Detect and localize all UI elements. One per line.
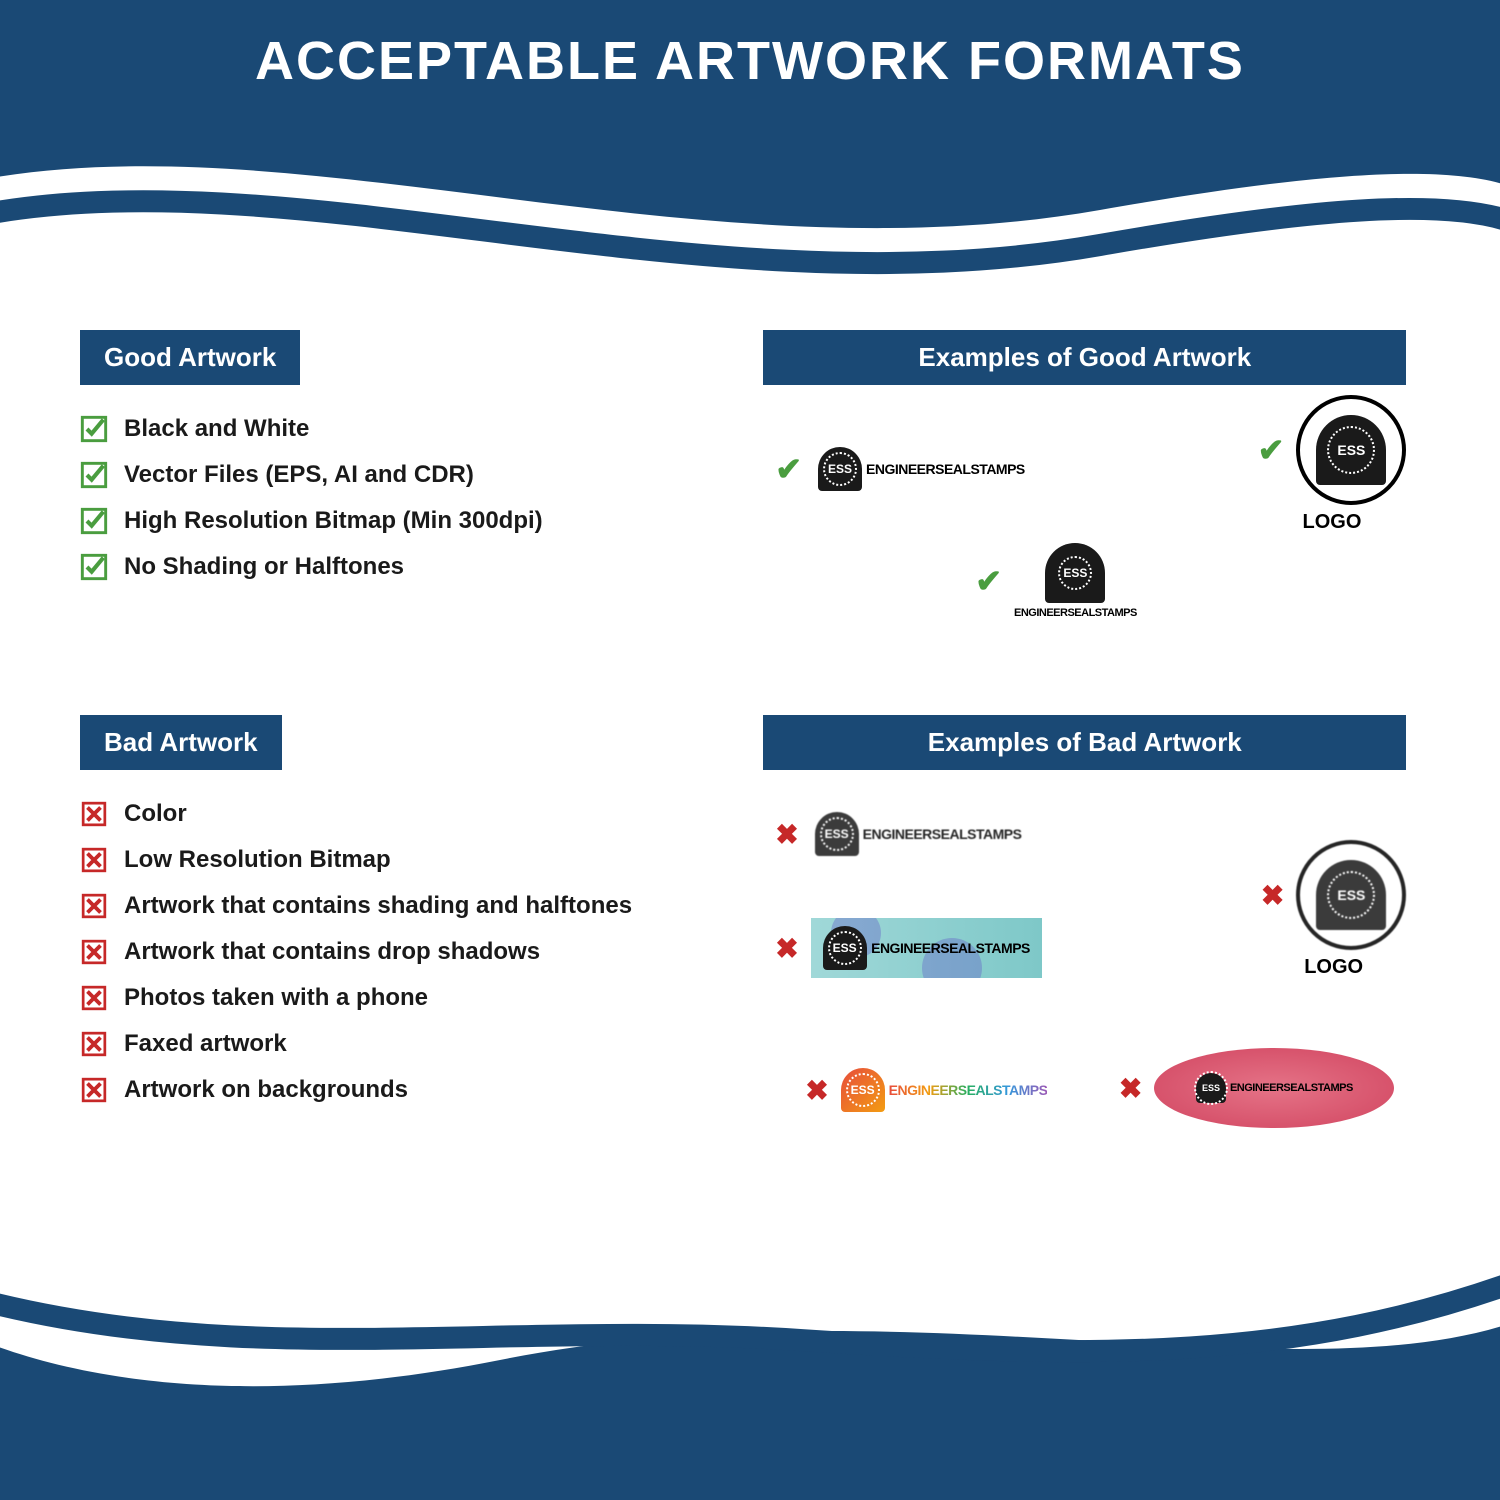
list-item: Color (80, 800, 723, 828)
logo-circle-icon: ESS (1296, 395, 1406, 505)
list-item-text: Artwork that contains shading and halfto… (124, 892, 632, 920)
good-example: ✔ ESS ENGINEERSEALSTAMPS (975, 543, 1137, 619)
x-icon (80, 1030, 108, 1058)
list-item-text: High Resolution Bitmap (Min 300dpi) (124, 507, 543, 535)
list-item: Artwork on backgrounds (80, 1076, 723, 1104)
x-icon: ✖ (775, 818, 798, 851)
logo-badge-icon: ESS (1196, 1073, 1226, 1103)
logo-badge-icon: ESS (1316, 415, 1386, 485)
x-icon (80, 984, 108, 1012)
list-item: Artwork that contains drop shadows (80, 938, 723, 966)
list-item: No Shading or Halftones (80, 553, 723, 581)
list-item-text: No Shading or Halftones (124, 553, 404, 581)
logo-text: ENGINEERSEALSTAMPS (863, 826, 1022, 842)
list-item-text: Vector Files (EPS, AI and CDR) (124, 461, 474, 489)
good-examples-header: Examples of Good Artwork (763, 330, 1406, 385)
list-item-text: Black and White (124, 415, 309, 443)
check-icon (80, 461, 108, 489)
logo-badge-icon: ESS (1045, 543, 1105, 603)
good-artwork-list: Black and White Vector Files (EPS, AI an… (80, 415, 723, 581)
check-icon: ✔ (1258, 431, 1285, 469)
check-icon (80, 415, 108, 443)
list-item: Vector Files (EPS, AI and CDR) (80, 461, 723, 489)
logo-badge-icon: ESS (841, 1068, 885, 1112)
bad-example: ✖ ESS ENGINEERSEALSTAMPS (775, 918, 1042, 978)
logo-sample-horizontal: ESS ENGINEERSEALSTAMPS (814, 443, 1029, 495)
logo-text: ENGINEERSEALSTAMPS (866, 461, 1025, 477)
x-icon (80, 846, 108, 874)
bad-example: ✖ ESS ENGINEERSEALSTAMPS (1119, 1048, 1394, 1128)
logo-badge-icon: ESS (823, 926, 867, 970)
list-item-text: Faxed artwork (124, 1030, 287, 1058)
list-item-text: Artwork that contains drop shadows (124, 938, 540, 966)
bad-examples-column: Examples of Bad Artwork ✖ ESS ENGINEERSE… (763, 715, 1406, 1180)
logo-caption: LOGO (1261, 956, 1406, 979)
x-icon: ✖ (1119, 1072, 1142, 1105)
good-artwork-header: Good Artwork (80, 330, 300, 385)
logo-text: ENGINEERSEALSTAMPS (871, 940, 1030, 956)
list-item-text: Color (124, 800, 187, 828)
logo-sample-blur: ESS ENGINEERSEALSTAMPS (811, 808, 1026, 860)
content-wrapper: Good Artwork Black and White Vector File… (80, 330, 1420, 1220)
bad-artwork-list: Color Low Resolution Bitmap Artwork that… (80, 800, 723, 1104)
bad-artwork-header: Bad Artwork (80, 715, 282, 770)
check-icon: ✔ (775, 450, 802, 488)
logo-sample-background: ESS ENGINEERSEALSTAMPS (811, 918, 1042, 978)
x-icon (80, 938, 108, 966)
x-icon (80, 800, 108, 828)
list-item: Faxed artwork (80, 1030, 723, 1058)
logo-sample-stacked: ESS ENGINEERSEALSTAMPS (1014, 543, 1137, 619)
list-item: Low Resolution Bitmap (80, 846, 723, 874)
good-examples-column: Examples of Good Artwork ✔ ESS ENGINEERS… (763, 330, 1406, 675)
logo-badge-icon: ESS (1316, 860, 1386, 930)
logo-circle-icon: ESS (1296, 840, 1406, 950)
bad-artwork-column: Bad Artwork Color Low Resolution Bitmap … (80, 715, 723, 1180)
list-item: Artwork that contains shading and halfto… (80, 892, 723, 920)
x-icon: ✖ (805, 1074, 828, 1107)
bad-examples-area: ✖ ESS ENGINEERSEALSTAMPS ✖ ESS LOGO (763, 800, 1406, 1180)
logo-sample-color: ESS ENGINEERSEALSTAMPS (841, 1068, 1048, 1112)
list-item-text: Photos taken with a phone (124, 984, 428, 1012)
list-item: Black and White (80, 415, 723, 443)
logo-badge-icon: ESS (815, 812, 859, 856)
x-icon: ✖ (1261, 879, 1284, 912)
bad-example: ✖ ESS ENGINEERSEALSTAMPS (775, 808, 1025, 860)
check-icon: ✔ (975, 562, 1002, 600)
x-icon (80, 1076, 108, 1104)
logo-caption: LOGO (1258, 511, 1407, 534)
row-good: Good Artwork Black and White Vector File… (80, 330, 1420, 675)
good-example: ✔ ESS LOGO (1258, 395, 1407, 534)
logo-text: ENGINEERSEALSTAMPS (1230, 1082, 1353, 1094)
check-icon (80, 507, 108, 535)
bad-example: ✖ ESS LOGO (1261, 840, 1406, 979)
list-item: Photos taken with a phone (80, 984, 723, 1012)
list-item: High Resolution Bitmap (Min 300dpi) (80, 507, 723, 535)
bad-examples-header: Examples of Bad Artwork (763, 715, 1406, 770)
x-icon: ✖ (775, 932, 798, 965)
good-examples-area: ✔ ESS ENGINEERSEALSTAMPS ✔ ESS LOGO (763, 415, 1406, 675)
good-example: ✔ ESS ENGINEERSEALSTAMPS (775, 443, 1029, 495)
check-icon (80, 553, 108, 581)
bad-example: ✖ ESS ENGINEERSEALSTAMPS (805, 1068, 1047, 1112)
page-title: ACCEPTABLE ARTWORK FORMATS (0, 30, 1500, 92)
logo-text: ENGINEERSEALSTAMPS (1014, 607, 1137, 619)
good-artwork-column: Good Artwork Black and White Vector File… (80, 330, 723, 675)
list-item-text: Artwork on backgrounds (124, 1076, 408, 1104)
logo-text: ENGINEERSEALSTAMPS (889, 1082, 1048, 1098)
x-icon (80, 892, 108, 920)
list-item-text: Low Resolution Bitmap (124, 846, 391, 874)
row-bad: Bad Artwork Color Low Resolution Bitmap … (80, 715, 1420, 1180)
logo-sample-oval: ESS ENGINEERSEALSTAMPS (1154, 1048, 1394, 1128)
logo-badge-icon: ESS (818, 447, 862, 491)
